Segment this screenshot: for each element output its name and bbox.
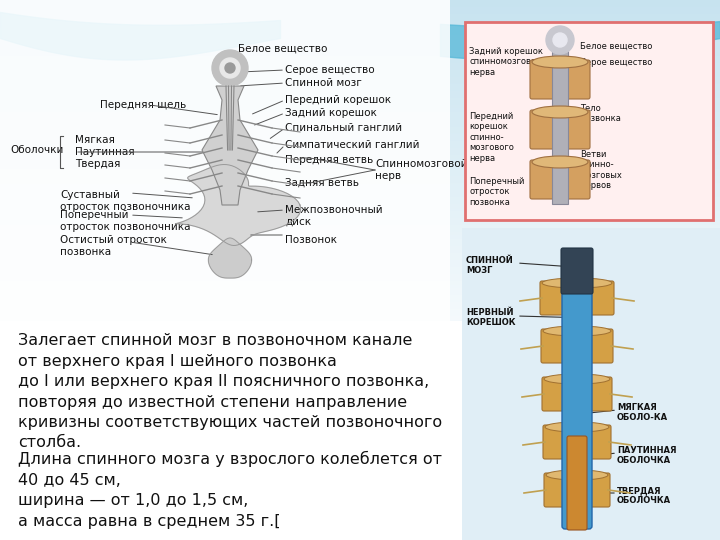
Text: Симпатический ганглий: Симпатический ганглий xyxy=(285,140,420,150)
Text: Спинномозговой
нерв: Спинномозговой нерв xyxy=(375,159,467,181)
Text: Поперечный
отросток позвоночника: Поперечный отросток позвоночника xyxy=(60,210,191,232)
Circle shape xyxy=(212,50,248,86)
Text: Оболочки: Оболочки xyxy=(10,145,63,155)
Text: Спинной мозг: Спинной мозг xyxy=(285,78,361,88)
Text: Тело
позвонка: Тело позвонка xyxy=(580,104,621,124)
Bar xyxy=(462,228,720,540)
Text: Передняя щель: Передняя щель xyxy=(100,100,186,110)
Ellipse shape xyxy=(532,56,588,68)
Text: ТВЕРДАЯ
ОБОЛОЧКА: ТВЕРДАЯ ОБОЛОЧКА xyxy=(617,486,671,505)
Text: Длина спинного мозга у взрослого колеблется от
40 до 45 см,
ширина — от 1,0 до 1: Длина спинного мозга у взрослого колебле… xyxy=(18,451,442,529)
Text: НЕРВНЫЙ
КОРЕШОК: НЕРВНЫЙ КОРЕШОК xyxy=(466,308,516,327)
Ellipse shape xyxy=(545,422,609,432)
Bar xyxy=(0,0,450,321)
Ellipse shape xyxy=(532,156,588,168)
Text: Суставный
отросток позвоночника: Суставный отросток позвоночника xyxy=(60,190,191,212)
Text: Остистый отросток
позвонка: Остистый отросток позвонка xyxy=(60,235,167,256)
FancyBboxPatch shape xyxy=(562,253,592,529)
Circle shape xyxy=(220,58,240,78)
Polygon shape xyxy=(208,238,251,278)
Text: Мягкая: Мягкая xyxy=(75,135,115,145)
Bar xyxy=(552,34,568,204)
Text: Белое вещество: Белое вещество xyxy=(238,44,328,54)
Text: ПАУТИННАЯ
ОБОЛОЧКА: ПАУТИННАЯ ОБОЛОЧКА xyxy=(617,446,677,465)
Polygon shape xyxy=(175,165,301,246)
Circle shape xyxy=(546,26,574,54)
Text: Спинальный ганглий: Спинальный ганглий xyxy=(285,123,402,133)
Text: Твердая: Твердая xyxy=(75,159,120,169)
FancyBboxPatch shape xyxy=(541,329,613,363)
FancyBboxPatch shape xyxy=(567,436,587,530)
Text: Передний
корешок
спинно-
мозгового
нерва: Передний корешок спинно- мозгового нерва xyxy=(469,112,514,163)
Text: Белое вещество: Белое вещество xyxy=(580,42,652,51)
Text: Межпозвоночный
диск: Межпозвоночный диск xyxy=(285,205,382,227)
Ellipse shape xyxy=(543,326,611,336)
Circle shape xyxy=(553,33,567,47)
Bar xyxy=(465,22,713,220)
Bar xyxy=(0,321,720,540)
Text: СПИННОЙ
МОЗГ: СПИННОЙ МОЗГ xyxy=(466,256,514,275)
Text: Передний корешок: Передний корешок xyxy=(285,95,391,105)
FancyBboxPatch shape xyxy=(530,60,590,99)
Text: Задняя ветвь: Задняя ветвь xyxy=(285,178,359,188)
Circle shape xyxy=(225,63,235,73)
FancyBboxPatch shape xyxy=(561,248,593,294)
Text: Ветви
спинно-
мозговых
нервов: Ветви спинно- мозговых нервов xyxy=(580,150,622,190)
Text: МЯГКАЯ
ОБОЛО-КА: МЯГКАЯ ОБОЛО-КА xyxy=(617,403,668,422)
Text: Серое вещество: Серое вещество xyxy=(285,65,374,75)
Ellipse shape xyxy=(544,374,610,384)
Text: Серое вещество: Серое вещество xyxy=(580,58,652,67)
Ellipse shape xyxy=(546,470,608,480)
Text: Позвонок: Позвонок xyxy=(285,235,337,245)
FancyBboxPatch shape xyxy=(530,110,590,149)
FancyBboxPatch shape xyxy=(544,473,610,507)
Text: Задний корешок: Задний корешок xyxy=(285,108,377,118)
Text: Передняя ветвь: Передняя ветвь xyxy=(285,155,373,165)
FancyBboxPatch shape xyxy=(542,377,612,411)
FancyBboxPatch shape xyxy=(530,160,590,199)
Text: Залегает спинной мозг в позвоночном канале
от верхнего края I шейного позвонка
д: Залегает спинной мозг в позвоночном кана… xyxy=(18,333,442,450)
Text: Поперечный
отросток
позвонка: Поперечный отросток позвонка xyxy=(469,177,524,207)
Ellipse shape xyxy=(542,278,612,288)
Text: Задний корешок
спинномозгового
нерва: Задний корешок спинномозгового нерва xyxy=(469,47,546,77)
FancyBboxPatch shape xyxy=(543,425,611,459)
Polygon shape xyxy=(202,86,258,205)
Text: Паутинная: Паутинная xyxy=(75,147,135,157)
Ellipse shape xyxy=(532,106,588,118)
FancyBboxPatch shape xyxy=(540,281,614,315)
